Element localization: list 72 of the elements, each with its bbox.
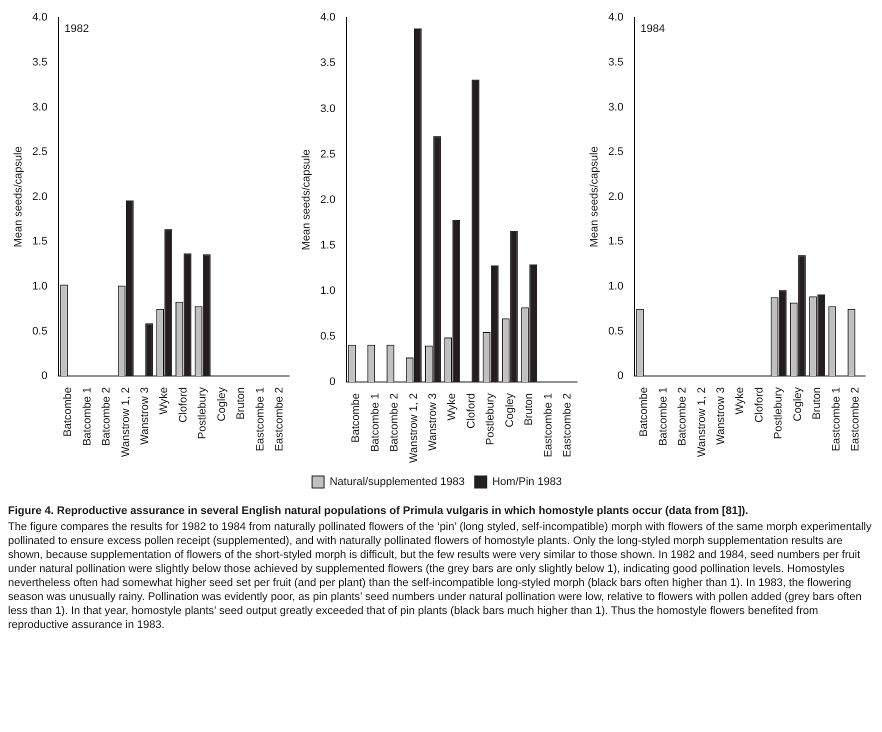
y-axis-title: Mean seeds/capsule [300,149,313,250]
x-tick-label: Eastcombe 1 [542,393,554,458]
y-tick-label: 3.5 [608,56,624,68]
y-tick-label: 3.5 [32,56,48,68]
y-tick-label: 1.0 [32,280,48,293]
x-tick-label: Wyke [734,387,746,415]
y-tick-label: 3.5 [320,57,336,70]
x-tick-label: Wanstrow 3 [139,387,152,445]
y-tick-label: 2.5 [608,146,624,158]
x-tick-label: Wyke [158,387,170,415]
x-tick-label: Cogley [792,386,804,422]
y-tick-label: 4.0 [32,12,48,24]
y-tick-label: 1.0 [320,285,336,298]
y-tick-label: 2.0 [32,190,48,203]
x-tick-label: Postlebury [484,392,497,446]
text: The figure compares the results for 1982 to 1984 from naturally pollinated flowers of the ‘pin’ (long styled, self-incompatible) morph with flowers of the same morph experimentally pollinated to ensure excess pollen receipt (supplemented), and with naturally pollinated flowers of homostyle plants. Only the long-styled morph supplementation results are shown, because supplementation of flowers of the short-styled morph is difficult, but the few results were very similar to those shown. In 1982 and 1984, seed numbers per fruit under natural pollination were slightly below those achieved by supplemented flowers (the grey bars are only slightly below 1), indicating good pollination levels. Homostyles nevertheless often had somewhat higher seed set per fruit (and per plant) than the self-incompatible long-styled morph (black bars often higher than 1). In 1983, the flowering season was unusually rainy. Pollination was evidently poor, as pin plants’ seed numbers under natural pollination were low, relative to flowers with pollen added (grey bars often less than 1). In that year, homostyle plants’ seed output greatly exceeded that of pin plants (black bars much higher than 1). Thus the homostyle flowers benefited from reproductive assurance in 1983. [8,520,873,632]
x-tick-label: Eastcombe 2 [850,387,862,452]
x-tick-label: Batcombe 2 [100,387,113,446]
x-tick-label: Cloford [177,387,190,423]
y-tick-label: 1.5 [608,236,624,248]
legend-label: Hom/Pin 1983 [492,476,562,488]
x-tick-label: Bruton [811,387,824,420]
y-tick-label: 0.5 [32,325,48,338]
y-axis-title: Mean seeds/capsule [588,146,601,248]
y-tick-label: 2.0 [608,190,624,203]
x-tick-label: Batcombe 1 [369,393,382,452]
text: 1982 [64,23,89,36]
x-tick-label: Batcombe 1 [81,387,94,446]
x-tick-label: Postlebury [196,386,209,440]
y-tick-label: 0.5 [608,325,624,338]
x-tick-label: Batcombe [62,387,74,437]
x-tick-label: Batcombe [350,393,362,443]
x-tick-label: Wanstrow 1, 2 [696,387,708,458]
y-tick-label: 2.5 [32,146,48,158]
x-tick-label: Batcombe 1 [657,387,670,446]
y-tick-label: 3.0 [608,101,624,114]
y-tick-label: 3.0 [320,102,336,115]
legend-label: Natural/supplemented 1983 [330,476,465,488]
x-tick-label: Eastcombe 1 [830,387,842,452]
x-tick-label: Batcombe 2 [388,393,401,452]
x-tick-label: Eastcombe 2 [274,387,286,452]
y-tick-label: 1.0 [608,280,624,293]
x-tick-label: Wanstrow 1, 2 [408,393,420,464]
y-tick-label: 1.5 [320,239,336,252]
x-tick-label: Wanstrow 3 [427,393,440,451]
x-tick-label: Bruton [523,393,536,426]
y-tick-label: 3.0 [32,101,48,114]
caption: Figure 4. Reproductive assurance in several English natural populations of Primula vulgaris in which homostyle plants occur (data from [81]). [8,504,750,518]
x-tick-label: Postlebury [772,386,785,440]
y-tick-label: 0 [329,376,336,388]
x-tick-label: Cogley [504,392,516,428]
x-tick-label: Bruton [235,387,248,420]
y-tick-label: 0 [41,370,48,382]
y-tick-label: 4.0 [320,12,336,24]
x-tick-label: Cloford [465,393,478,429]
text: 1984 [640,23,665,36]
y-axis-title: Mean seeds/capsule [12,146,25,248]
x-tick-label: Wyke [446,393,458,421]
x-tick-label: Cloford [753,387,766,423]
x-tick-label: Wanstrow 1, 2 [120,387,132,458]
y-tick-label: 2.5 [320,148,336,160]
x-tick-label: Cogley [216,386,228,422]
y-tick-label: 1.5 [32,236,48,248]
y-tick-label: 4.0 [608,12,624,24]
x-tick-label: Eastcombe 1 [254,387,266,452]
x-tick-label: Batcombe [638,387,650,437]
x-tick-label: Batcombe 2 [676,387,689,446]
y-tick-label: 0.5 [320,330,336,343]
x-tick-label: Eastcombe 2 [562,393,574,458]
x-tick-label: Wanstrow 3 [715,387,728,445]
y-tick-label: 0 [617,370,624,382]
y-tick-label: 2.0 [320,194,336,206]
